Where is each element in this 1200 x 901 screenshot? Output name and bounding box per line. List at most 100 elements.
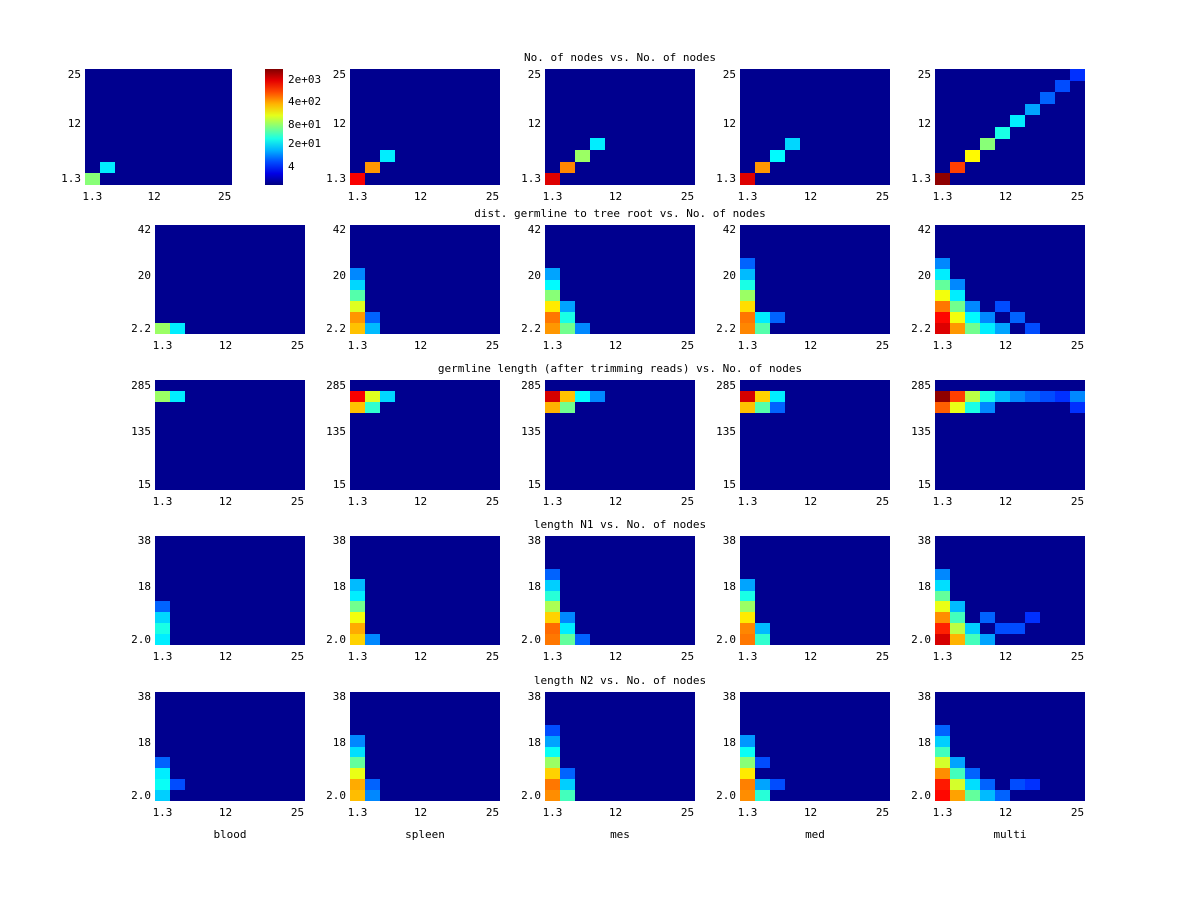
heatmap-cell	[155, 779, 171, 791]
x-tick-label: 1.3	[737, 495, 758, 508]
x-tick-label: 25	[875, 806, 890, 819]
heatmap-panel-spleen-row2	[350, 225, 500, 334]
heatmap-panel-mes-row1	[545, 69, 695, 185]
heatmap-cell	[740, 301, 756, 313]
heatmap-panel-mes-row3	[545, 380, 695, 490]
y-tick-label: 15	[722, 477, 736, 491]
heatmap-cell	[350, 290, 366, 302]
heatmap-cell	[740, 746, 756, 758]
heatmap-cell	[935, 568, 951, 580]
heatmap-cell	[935, 173, 951, 185]
heatmap-cell	[755, 322, 771, 334]
y-tick-label: 2.2	[521, 321, 541, 335]
heatmap-cell	[740, 757, 756, 769]
heatmap-panel-multi-row3	[935, 380, 1086, 490]
heatmap-cell	[155, 601, 171, 613]
heatmap-cell	[935, 390, 951, 402]
x-tick-label: 12	[998, 190, 1013, 203]
x-tick-label: 12	[998, 495, 1013, 508]
x-tick-label: 1.3	[737, 190, 758, 203]
heatmap-cell	[935, 601, 951, 613]
heatmap-cell	[935, 268, 951, 280]
heatmap-cell	[350, 768, 366, 780]
heatmap-cell	[350, 623, 366, 635]
heatmap-cell	[155, 322, 171, 334]
heatmap-cell	[560, 390, 576, 402]
heatmap-cell	[770, 149, 786, 162]
y-tick-label: 18	[332, 736, 346, 750]
heatmap-cell	[950, 390, 966, 402]
x-tick-label: 25	[680, 650, 695, 663]
y-tick-label: 285	[131, 378, 151, 392]
heatmap-cell	[950, 623, 966, 635]
heatmap-cell	[740, 268, 756, 280]
heatmap-cell	[785, 138, 801, 151]
x-tick-label: 12	[218, 339, 233, 352]
y-tick-label: 2.0	[326, 788, 346, 802]
heatmap-cell	[995, 390, 1011, 402]
heatmap-panel-med-row1	[740, 69, 890, 185]
heatmap-cell	[545, 779, 561, 791]
heatmap-cell	[980, 390, 996, 402]
y-tick-label: 2.0	[131, 632, 151, 646]
y-tick-label: 2.0	[716, 632, 736, 646]
heatmap-cell	[740, 173, 756, 185]
x-tick-label: 25	[485, 806, 500, 819]
x-tick-label: 25	[485, 190, 500, 203]
x-tick-label: 25	[875, 190, 890, 203]
y-tick-label: 42	[527, 223, 541, 237]
x-tick-label: 12	[803, 495, 818, 508]
heatmap-panel-med-row4	[740, 536, 890, 645]
y-tick-label: 38	[917, 690, 931, 704]
x-tick-label: 1.3	[152, 650, 173, 663]
x-tick-label: 12	[803, 339, 818, 352]
x-tick-label: 25	[875, 650, 890, 663]
y-tick-label: 2.0	[911, 632, 931, 646]
heatmap-cell	[755, 623, 771, 635]
heatmap-cell	[545, 746, 561, 758]
y-tick-label: 12	[67, 116, 81, 130]
x-tick-label: 1.3	[347, 495, 368, 508]
heatmap-panel-blood-row2	[155, 225, 305, 334]
heatmap-cell	[350, 789, 366, 801]
colorbar-tick-label: 4e+02	[288, 95, 322, 109]
heatmap-cell	[935, 579, 951, 591]
x-tick-label: 12	[608, 190, 623, 203]
heatmap-cell	[755, 789, 771, 801]
y-tick-label: 2.0	[521, 632, 541, 646]
x-tick-label: 12	[147, 190, 161, 203]
x-tick-label: 25	[485, 495, 500, 508]
colorbar-tick-label: 2e+01	[288, 137, 322, 151]
heatmap-cell	[935, 746, 951, 758]
heatmap-cell	[1055, 390, 1071, 402]
heatmap-cell	[935, 768, 951, 780]
heatmap-cell	[950, 290, 966, 302]
x-tick-label: 25	[1070, 339, 1085, 352]
x-tick-label: 12	[608, 650, 623, 663]
heatmap-cell	[545, 390, 561, 402]
heatmap-cell	[350, 322, 366, 334]
heatmap-cell	[1070, 401, 1086, 413]
heatmap-cell	[935, 735, 951, 747]
y-tick-label: 38	[722, 690, 736, 704]
heatmap-cell	[965, 312, 981, 324]
heatmap-cell	[950, 612, 966, 624]
heatmap-cell	[980, 138, 996, 151]
heatmap-cell	[545, 757, 561, 769]
x-tick-label: 25	[1070, 190, 1085, 203]
heatmap-cell	[350, 401, 366, 413]
y-tick-label: 285	[911, 378, 931, 392]
y-tick-label: 42	[332, 223, 346, 237]
heatmap-panel-multi-row5	[935, 692, 1085, 801]
y-tick-label: 2.0	[326, 632, 346, 646]
x-tick-label: 1.3	[347, 806, 368, 819]
heatmap-cell	[980, 401, 996, 413]
heatmap-cell	[980, 312, 996, 324]
heatmap-panel-multi-row4	[935, 536, 1085, 645]
y-tick-label: 2.0	[911, 788, 931, 802]
x-tick-label: 1.3	[542, 339, 563, 352]
y-tick-label: 18	[332, 580, 346, 594]
heatmap-cell	[1040, 91, 1056, 104]
heatmap-cell	[85, 173, 100, 185]
heatmap-cell	[350, 746, 366, 758]
